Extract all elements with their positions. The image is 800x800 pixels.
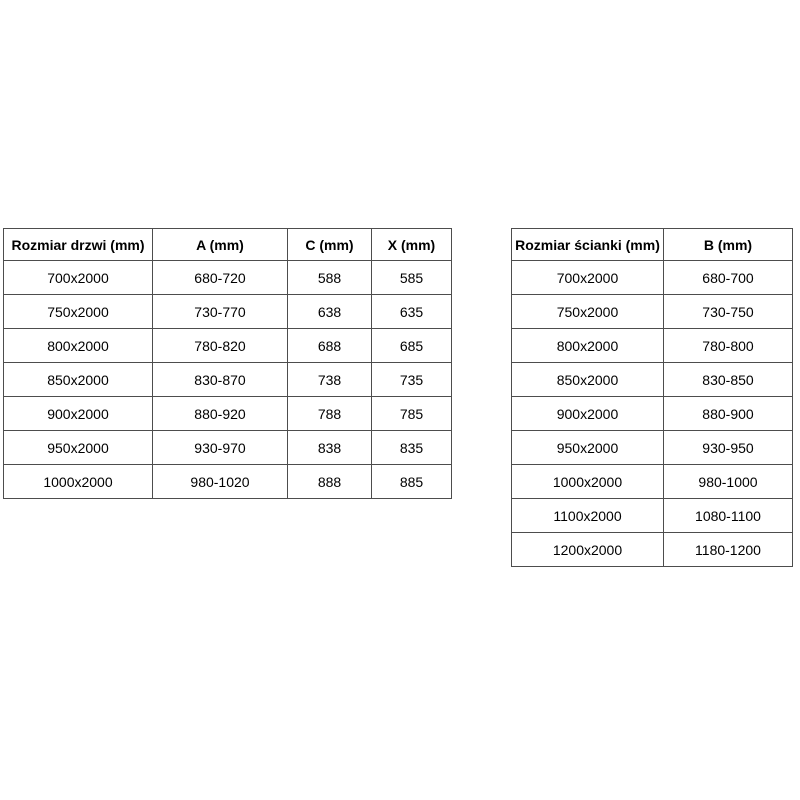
table-cell: 880-920 [152, 396, 288, 431]
table-cell: 1100x2000 [511, 498, 664, 533]
table-cell: 880-900 [663, 396, 793, 431]
wall-dimensions-table: Rozmiar ścianki (mm) B (mm) 700x2000 680-70… [511, 228, 793, 567]
table-cell: 830-850 [663, 362, 793, 397]
table-cell: 980-1000 [663, 464, 793, 499]
table-cell: 838 [287, 430, 372, 465]
table-row: 700x2000 680-700 [511, 260, 793, 295]
header-row: Rozmiar ścianki (mm) B (mm) [511, 228, 793, 261]
table-row: 950x2000 930-950 [511, 430, 793, 465]
table-cell: 680-700 [663, 260, 793, 295]
table-cell: 850x2000 [511, 362, 664, 397]
table-row: 1000x2000 980-1020 888 885 [3, 464, 452, 499]
header-row: Rozmiar drzwi (mm) A (mm) C (mm) X (mm) [3, 228, 452, 261]
table-row: 850x2000 830-850 [511, 362, 793, 397]
column-header: B (mm) [663, 228, 793, 261]
table-cell: 885 [371, 464, 452, 499]
table-cell: 638 [287, 294, 372, 329]
table-cell: 900x2000 [511, 396, 664, 431]
table-cell: 950x2000 [3, 430, 153, 465]
table-cell: 788 [287, 396, 372, 431]
table-cell: 830-870 [152, 362, 288, 397]
table-row: 1000x2000 980-1000 [511, 464, 793, 499]
table-cell: 835 [371, 430, 452, 465]
table-row: 1200x2000 1180-1200 [511, 532, 793, 567]
table-cell: 888 [287, 464, 372, 499]
table-cell: 1000x2000 [511, 464, 664, 499]
table-cell: 680-720 [152, 260, 288, 295]
table-row: 750x2000 730-750 [511, 294, 793, 329]
table-cell: 930-970 [152, 430, 288, 465]
table-row: 1100x2000 1080-1100 [511, 498, 793, 533]
table-cell: 800x2000 [3, 328, 153, 363]
table-cell: 735 [371, 362, 452, 397]
table-cell: 685 [371, 328, 452, 363]
table-row: 850x2000 830-870 738 735 [3, 362, 452, 397]
column-header: Rozmiar ścianki (mm) [511, 228, 664, 261]
table-cell: 585 [371, 260, 452, 295]
column-header: C (mm) [287, 228, 372, 261]
table-row: 800x2000 780-820 688 685 [3, 328, 452, 363]
table-row: 900x2000 880-920 788 785 [3, 396, 452, 431]
table-cell: 700x2000 [511, 260, 664, 295]
table-cell: 730-770 [152, 294, 288, 329]
table-cell: 1180-1200 [663, 532, 793, 567]
table-cell: 980-1020 [152, 464, 288, 499]
column-header: X (mm) [371, 228, 452, 261]
table-row: 950x2000 930-970 838 835 [3, 430, 452, 465]
table-cell: 738 [287, 362, 372, 397]
table-cell: 688 [287, 328, 372, 363]
column-header: Rozmiar drzwi (mm) [3, 228, 153, 261]
table-cell: 785 [371, 396, 452, 431]
table-cell: 750x2000 [511, 294, 664, 329]
table-row: 800x2000 780-800 [511, 328, 793, 363]
table-cell: 1200x2000 [511, 532, 664, 567]
door-dimensions-table: Rozmiar drzwi (mm) A (mm) C (mm) X (mm) 700x… [3, 228, 452, 499]
table-cell: 930-950 [663, 430, 793, 465]
table-cell: 1000x2000 [3, 464, 153, 499]
table-cell: 780-800 [663, 328, 793, 363]
table-row: 900x2000 880-900 [511, 396, 793, 431]
table-cell: 750x2000 [3, 294, 153, 329]
table-cell: 800x2000 [511, 328, 664, 363]
column-header: A (mm) [152, 228, 288, 261]
table-row: 700x2000 680-720 588 585 [3, 260, 452, 295]
table-cell: 700x2000 [3, 260, 153, 295]
table-cell: 950x2000 [511, 430, 664, 465]
table-cell: 780-820 [152, 328, 288, 363]
table-cell: 588 [287, 260, 372, 295]
table-cell: 850x2000 [3, 362, 153, 397]
table-cell: 1080-1100 [663, 498, 793, 533]
table-cell: 900x2000 [3, 396, 153, 431]
table-cell: 730-750 [663, 294, 793, 329]
table-row: 750x2000 730-770 638 635 [3, 294, 452, 329]
table-cell: 635 [371, 294, 452, 329]
